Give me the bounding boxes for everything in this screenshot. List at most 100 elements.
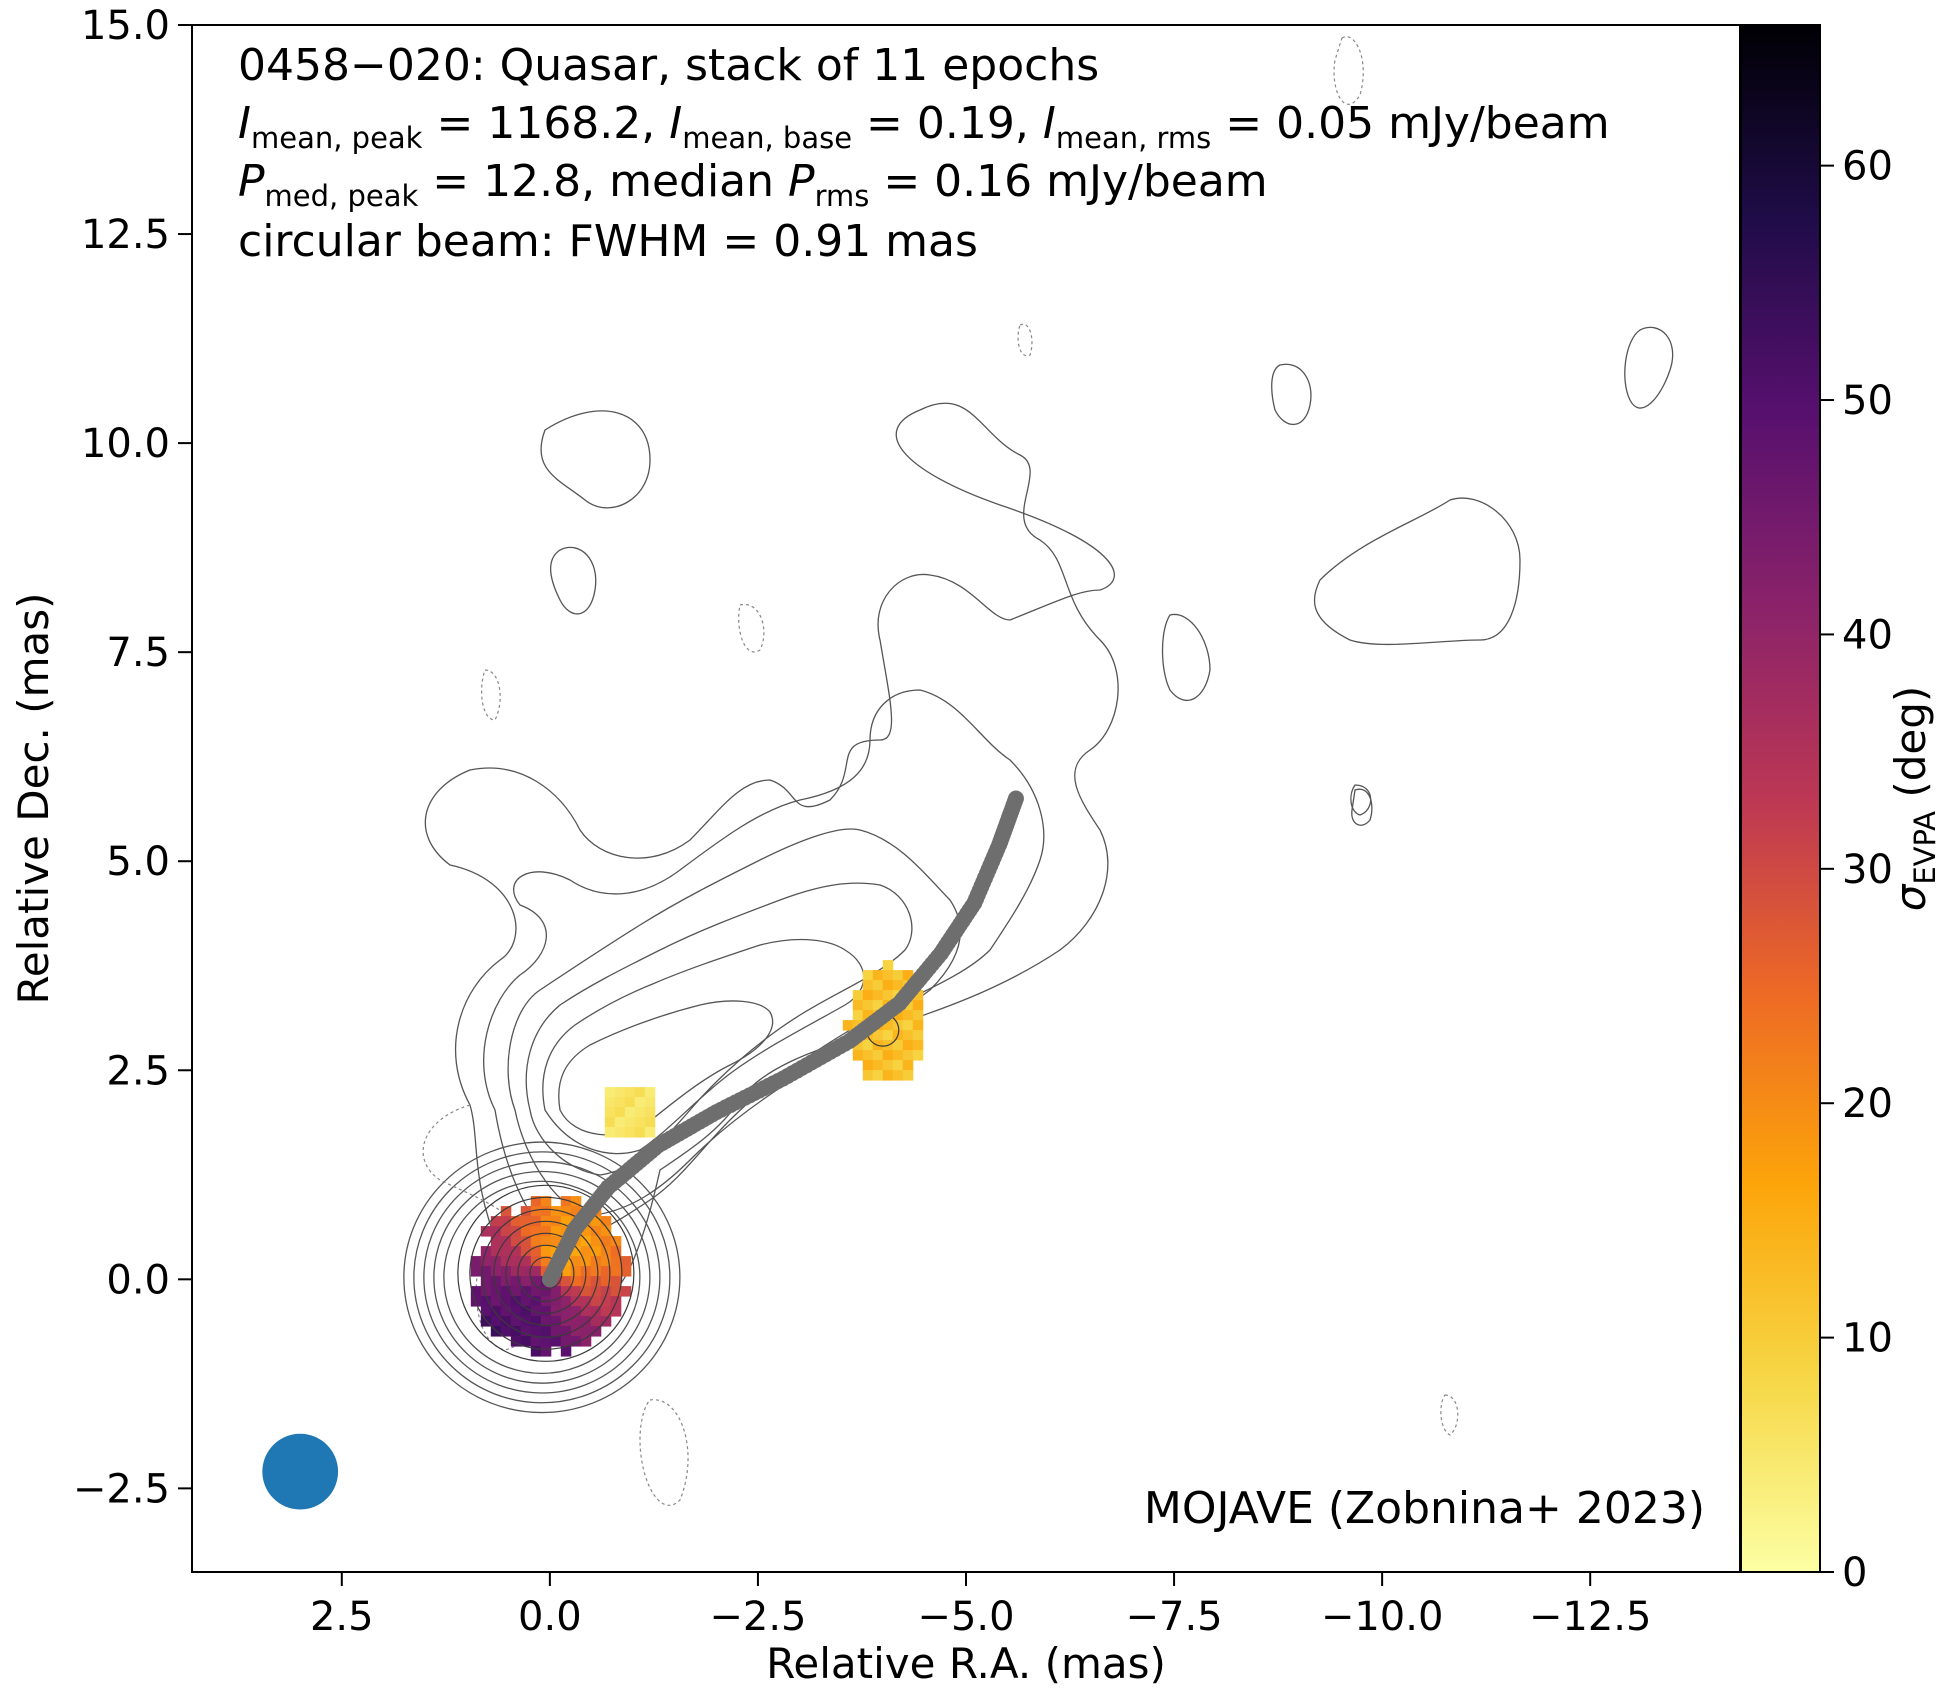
evpa-pixel xyxy=(852,1040,864,1051)
evpa-pixel xyxy=(470,1296,482,1307)
evpa-pixel xyxy=(560,1346,572,1357)
y-tick-label: 7.5 xyxy=(106,630,170,676)
evpa-pixel xyxy=(540,1196,552,1207)
plot-area xyxy=(191,24,1741,1573)
evpa-pixel xyxy=(510,1256,522,1267)
evpa-pixel xyxy=(590,1326,602,1337)
colorbar: 0 10 20 30 40 50 60 σEVPA (deg) xyxy=(1740,24,1942,1596)
evpa-pixel xyxy=(500,1276,512,1287)
evpa-pixel xyxy=(862,980,874,991)
evpa-pixel xyxy=(610,1296,622,1307)
evpa-pixel xyxy=(480,1266,492,1277)
evpa-pixel xyxy=(520,1216,532,1227)
evpa-pixel xyxy=(540,1336,552,1347)
evpa-pixel xyxy=(872,1030,884,1041)
evpa-pixel xyxy=(882,990,894,1001)
evpa-pixel xyxy=(882,1070,894,1081)
colorbar-tick-label: 50 xyxy=(1842,378,1893,424)
core-contour-inner xyxy=(493,1220,599,1326)
evpa-pixel xyxy=(490,1316,502,1327)
evpa-pixel xyxy=(530,1216,542,1227)
evpa-pixel xyxy=(882,1050,894,1061)
colorbar-tick-label: 40 xyxy=(1842,612,1893,658)
evpa-pixel xyxy=(590,1306,602,1317)
evpa-pixel xyxy=(892,1040,904,1051)
evpa-pixel xyxy=(862,1010,874,1021)
evpa-pixel xyxy=(570,1326,582,1337)
evpa-pixel xyxy=(614,1097,626,1108)
y-tick-label: −2.5 xyxy=(73,1466,170,1512)
evpa-pixel xyxy=(580,1296,592,1307)
x-tick-label: 2.5 xyxy=(310,1594,374,1640)
colorbar-tick-label: 0 xyxy=(1842,1550,1867,1596)
evpa-pixel xyxy=(520,1286,532,1297)
evpa-pixel xyxy=(520,1296,532,1307)
evpa-pixel xyxy=(510,1276,522,1287)
evpa-pixel xyxy=(600,1266,612,1277)
evpa-pixel xyxy=(570,1246,582,1257)
evpa-pixel xyxy=(510,1236,522,1247)
y-tick-label: 5.0 xyxy=(106,839,170,885)
evpa-pixel xyxy=(614,1107,626,1118)
core-contour-inner xyxy=(517,1244,575,1302)
evpa-pixel xyxy=(620,1256,632,1267)
core-contour-inner xyxy=(457,1184,635,1362)
evpa-pixel xyxy=(902,1040,914,1051)
evpa-pixel xyxy=(590,1216,602,1227)
evpa-pixel xyxy=(500,1296,512,1307)
evpa-pixel xyxy=(560,1336,572,1347)
core-contour-inner xyxy=(481,1208,611,1338)
evpa-pixel xyxy=(852,1050,864,1061)
evpa-pixel xyxy=(590,1286,602,1297)
evpa-pixel xyxy=(520,1266,532,1277)
evpa-pixel xyxy=(580,1256,592,1267)
evpa-pixel xyxy=(550,1306,562,1317)
evpa-pixel xyxy=(604,1117,616,1128)
x-tick-label: −10.0 xyxy=(1321,1594,1444,1640)
evpa-pixel xyxy=(500,1206,512,1217)
evpa-pixel xyxy=(644,1097,656,1108)
evpa-pixel xyxy=(570,1286,582,1297)
evpa-pixel xyxy=(530,1326,542,1337)
contour-neg-5 xyxy=(738,603,765,653)
evpa-pixel xyxy=(570,1306,582,1317)
evpa-pixel xyxy=(530,1206,542,1217)
evpa-pixel xyxy=(490,1256,502,1267)
evpa-pixel xyxy=(540,1226,552,1237)
evpa-pixel xyxy=(480,1296,492,1307)
header-line-source: 0458−020: Quasar, stack of 11 epochs xyxy=(238,40,1099,91)
evpa-pixel xyxy=(882,980,894,991)
evpa-pixel xyxy=(902,970,914,981)
evpa-pixel xyxy=(580,1336,592,1347)
contour-knot-isolated-7 xyxy=(1351,788,1373,826)
y-axis: −2.5 0.0 2.5 5.0 7.5 10.0 12.5 15.0 xyxy=(73,3,192,1512)
evpa-pixel xyxy=(892,1010,904,1021)
evpa-pixel xyxy=(480,1256,492,1267)
evpa-pixel xyxy=(490,1306,502,1317)
evpa-pixel xyxy=(604,1087,616,1098)
y-tick-label: 2.5 xyxy=(106,1048,170,1094)
evpa-pixel xyxy=(610,1306,622,1317)
evpa-pixel xyxy=(882,1030,894,1041)
evpa-pixel xyxy=(510,1296,522,1307)
header-line-intensity: Imean, peak = 1168.2, Imean, base = 0.19… xyxy=(238,98,1610,155)
evpa-pixel xyxy=(580,1236,592,1247)
evpa-pixel xyxy=(500,1236,512,1247)
evpa-pixel xyxy=(490,1266,502,1277)
evpa-pixel xyxy=(600,1226,612,1237)
evpa-pixel xyxy=(550,1236,562,1247)
evpa-pixel xyxy=(634,1097,646,1108)
evpa-pixel xyxy=(500,1316,512,1327)
evpa-pixel xyxy=(510,1246,522,1257)
evpa-pixel xyxy=(580,1316,592,1327)
colorbar-gradient xyxy=(1741,25,1820,1572)
evpa-pixel xyxy=(570,1266,582,1277)
evpa-pixel xyxy=(500,1256,512,1267)
evpa-pixel xyxy=(600,1216,612,1227)
evpa-pixel xyxy=(634,1087,646,1098)
evpa-pixel xyxy=(570,1296,582,1307)
evpa-pixel xyxy=(600,1256,612,1267)
evpa-pixel xyxy=(610,1286,622,1297)
evpa-pixel xyxy=(862,1050,874,1061)
evpa-pixel xyxy=(560,1206,572,1217)
